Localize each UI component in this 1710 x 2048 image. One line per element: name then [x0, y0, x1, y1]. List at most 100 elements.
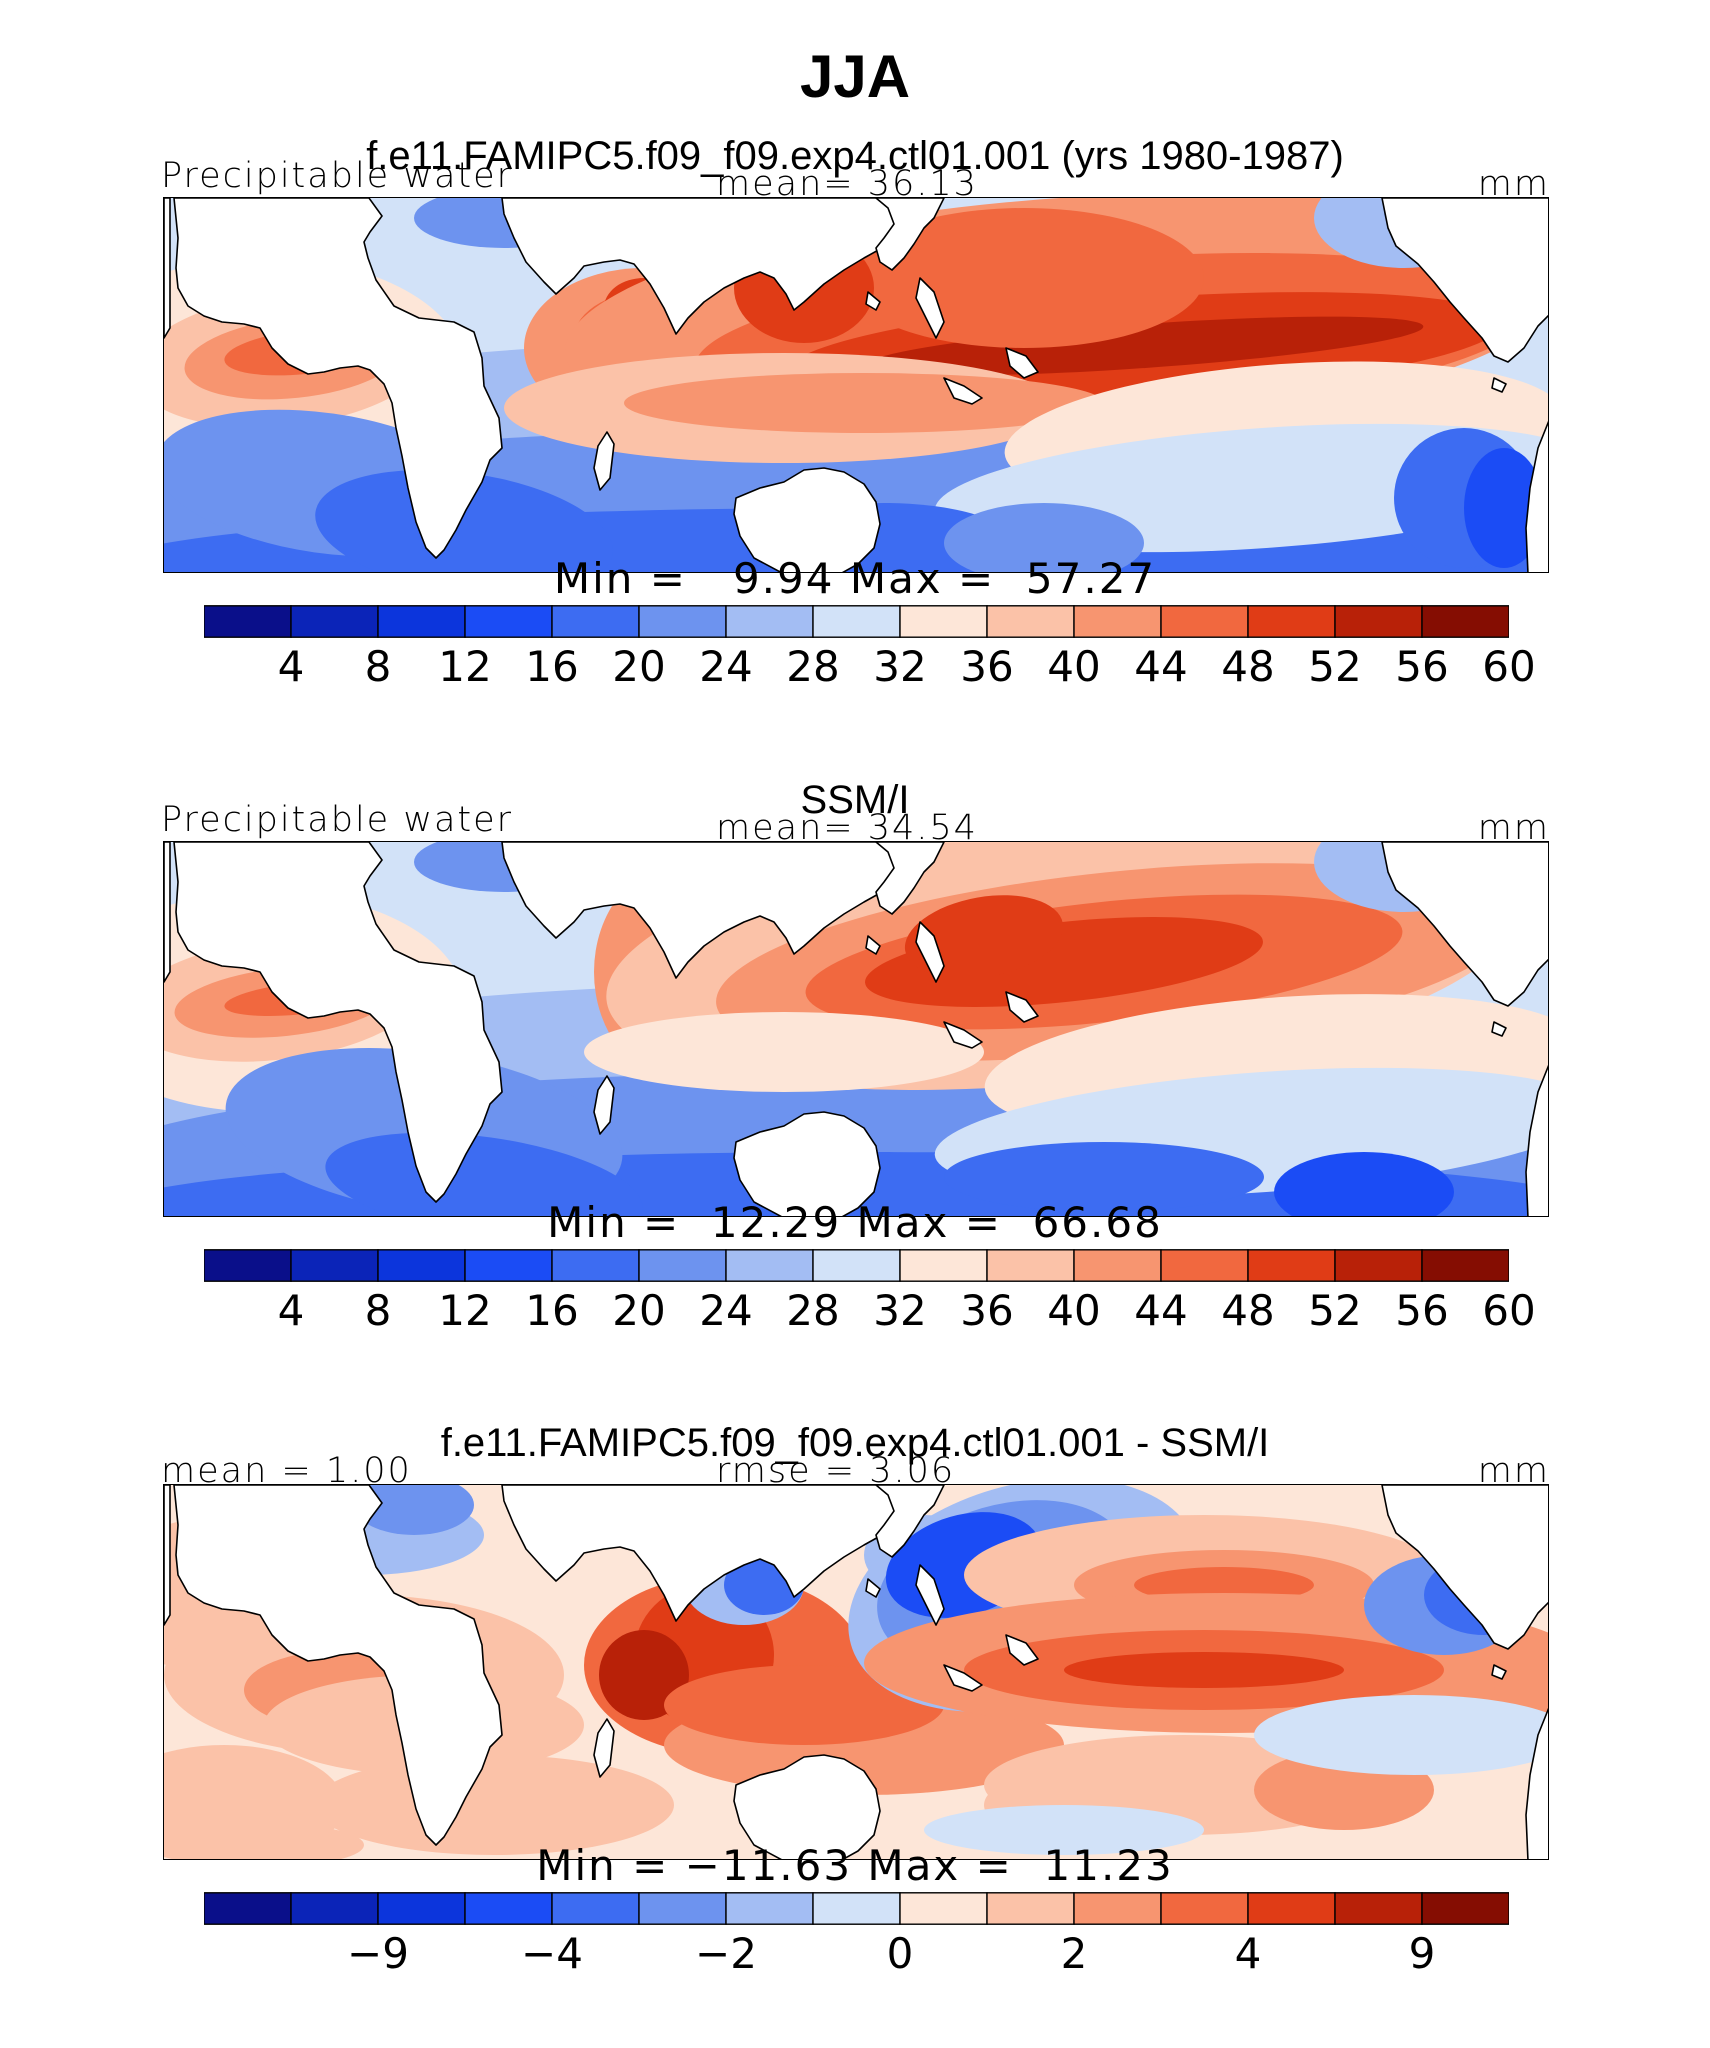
- map-field: [164, 842, 1548, 1216]
- left-label: Precipitable water: [161, 800, 514, 840]
- colorbar-swatch: [986, 1249, 1075, 1282]
- colorbar-tick-label: 4: [1234, 1929, 1262, 1978]
- colorbar-swatch: [290, 1249, 379, 1282]
- contour-region: [325, 1132, 643, 1216]
- colorbar-ticks: 4 8 12 16 20 24 28 32 36 40 44 48 52 56 60: [204, 638, 1536, 691]
- colorbar-swatch: [1334, 605, 1423, 638]
- panel-title: f.e11.FAMIPC5.f09_f09.exp4.ctl01.001 (yr…: [366, 134, 1344, 178]
- colorbar-tick-label: 0: [886, 1929, 914, 1978]
- colorbar-tick-label: 60: [1482, 642, 1536, 691]
- land-outline: [915, 277, 945, 339]
- land-outline: [1491, 1664, 1507, 1680]
- colorbar-swatch: [551, 605, 640, 638]
- land-outline: [865, 935, 881, 955]
- left-label: Precipitable water: [161, 156, 514, 196]
- colorbar-swatch: [1421, 605, 1509, 638]
- map-plot: [163, 197, 1549, 573]
- contour-region: [584, 1012, 984, 1092]
- land-outline: [1005, 1634, 1039, 1666]
- colorbar-swatch: [551, 1892, 640, 1925]
- colorbar-swatch: [290, 605, 379, 638]
- colorbar-swatch: [377, 1892, 466, 1925]
- panel-model: f.e11.FAMIPC5.f09_f09.exp4.ctl01.001 (yr…: [0, 118, 1710, 758]
- colorbar-ticks: 4 8 12 16 20 24 28 32 36 40 44 48 52 56 60: [204, 1282, 1536, 1335]
- colorbar-tick-label: 4: [277, 1286, 305, 1335]
- land-outline: [593, 431, 615, 491]
- colorbar-tick-label: 12: [438, 1286, 492, 1335]
- land-outline: [1381, 198, 1548, 363]
- land-outline: [1525, 420, 1548, 572]
- colorbar-swatch: [725, 1249, 814, 1282]
- land-outline: [164, 842, 171, 983]
- min-max-stats: Min = −11.63 Max = 11.23: [536, 1841, 1174, 1890]
- colorbar: [204, 1892, 1509, 1925]
- colorbar-tick-label: 24: [699, 642, 753, 691]
- colorbar-swatch: [1073, 1249, 1162, 1282]
- colorbar-swatch: [377, 605, 466, 638]
- land-outline: [875, 198, 945, 271]
- min-max-stats: Min = 12.29 Max = 66.68: [547, 1198, 1163, 1247]
- colorbar-swatch: [638, 1892, 727, 1925]
- colorbar-tick-label: 40: [1047, 642, 1101, 691]
- land-outline: [1381, 1485, 1548, 1650]
- colorbar-swatch: [899, 1249, 988, 1282]
- colorbar-swatch: [725, 605, 814, 638]
- colorbar-swatch: [812, 1892, 901, 1925]
- land-outline: [173, 198, 503, 559]
- contour-region: [944, 1142, 1264, 1212]
- contour-region: [314, 1755, 674, 1855]
- colorbar-tick-label: 48: [1221, 1286, 1275, 1335]
- land-outline: [733, 1111, 881, 1216]
- land-outline: [593, 1718, 615, 1778]
- land-outline: [1525, 1064, 1548, 1216]
- land-outline: [733, 467, 881, 572]
- colorbar-tick-label: 20: [612, 1286, 666, 1335]
- panel-observed: SSM/I Precipitable water mean= 34.54 mm …: [0, 762, 1710, 1402]
- colorbar-tick-label: −4: [521, 1929, 583, 1978]
- colorbar-swatch: [1160, 1249, 1249, 1282]
- colorbar-tick-label: 2: [1060, 1929, 1088, 1978]
- land-outline: [1005, 991, 1039, 1023]
- land-outline: [875, 842, 945, 915]
- colorbar-swatch: [1334, 1892, 1423, 1925]
- land-outline: [865, 291, 881, 311]
- colorbar-swatch: [899, 605, 988, 638]
- colorbar-swatch: [986, 1892, 1075, 1925]
- colorbar-tick-label: −9: [347, 1929, 409, 1978]
- colorbar-swatch: [1247, 1892, 1336, 1925]
- land-outline: [164, 1485, 171, 1626]
- map-field: [164, 1485, 1548, 1859]
- colorbar-tick-label: 36: [960, 1286, 1014, 1335]
- colorbar-swatch: [464, 1249, 553, 1282]
- land-outline: [1491, 1021, 1507, 1037]
- land-outline: [875, 1485, 945, 1558]
- colorbar-tick-label: 36: [960, 642, 1014, 691]
- colorbar-tick-label: 9: [1408, 1929, 1436, 1978]
- colorbar-tick-label: 56: [1395, 642, 1449, 691]
- contour-region: [354, 1485, 474, 1535]
- contour-region: [624, 373, 1104, 433]
- contour-region: [1464, 448, 1544, 568]
- map-field: [164, 198, 1548, 572]
- land-outline: [501, 1485, 913, 1622]
- contour-region: [904, 895, 1064, 979]
- colorbar-tick-label: 16: [525, 1286, 579, 1335]
- colorbar-tick-label: 16: [525, 642, 579, 691]
- colorbar-tick-label: 52: [1308, 642, 1362, 691]
- land-outline: [173, 1485, 503, 1846]
- colorbar-tick-label: 44: [1134, 642, 1188, 691]
- colorbar-tick-label: 20: [612, 642, 666, 691]
- colorbar-tick-label: 4: [277, 642, 305, 691]
- colorbar-swatch: [290, 1892, 379, 1925]
- colorbar-tick-label: 8: [364, 642, 392, 691]
- land-outline: [1525, 1707, 1548, 1859]
- contour-region: [944, 503, 1144, 572]
- colorbar-swatch: [986, 605, 1075, 638]
- colorbar-swatch: [1247, 605, 1336, 638]
- colorbar-swatch: [1247, 1249, 1336, 1282]
- colorbar-swatch: [1160, 1892, 1249, 1925]
- colorbar-tick-label: 28: [786, 642, 840, 691]
- land-outline: [943, 1664, 983, 1692]
- colorbar-swatch: [1421, 1892, 1509, 1925]
- land-outline: [733, 1754, 881, 1859]
